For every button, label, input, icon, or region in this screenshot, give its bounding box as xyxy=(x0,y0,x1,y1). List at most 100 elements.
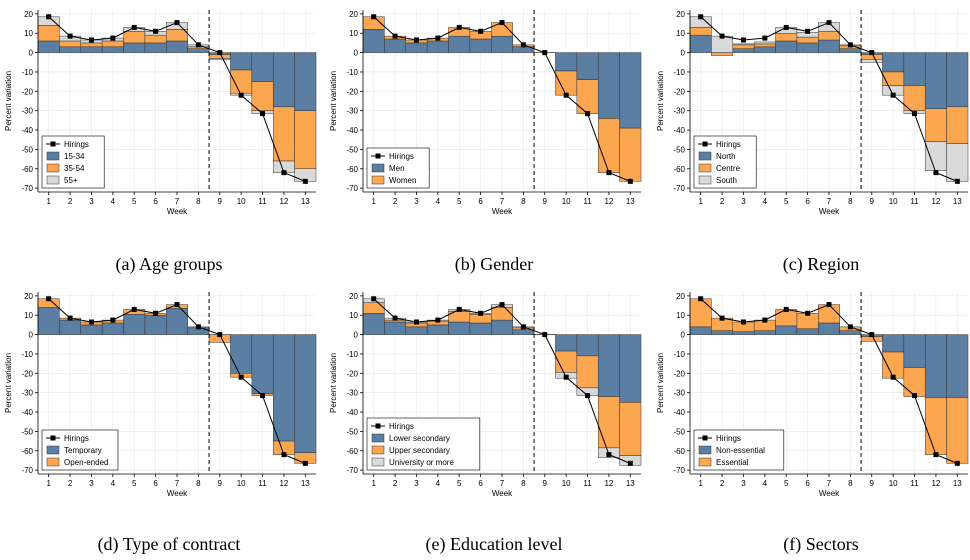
bar-15-34-week-11 xyxy=(251,52,274,82)
legend-label: Hirings xyxy=(389,152,414,161)
bar-lower-secondary-week-3 xyxy=(405,326,428,335)
bar-essential-week-11 xyxy=(903,367,926,397)
hirings-point-week-11 xyxy=(585,393,591,399)
bar-north-week-5 xyxy=(775,40,798,53)
bar-men-week-4 xyxy=(426,40,449,53)
y-tick-label: 10 xyxy=(349,29,358,38)
bar-men-week-13 xyxy=(619,52,642,129)
hirings-point-week-5 xyxy=(456,306,462,312)
hirings-point-week-6 xyxy=(153,310,159,316)
hirings-point-week-2 xyxy=(392,315,398,321)
bar-centre-week-12 xyxy=(924,108,947,142)
bar-men-week-5 xyxy=(448,35,471,53)
y-tick-label: 10 xyxy=(676,311,685,320)
hirings-point-week-13 xyxy=(627,460,633,466)
hirings-point-week-8 xyxy=(195,42,201,48)
x-tick-label: 4 xyxy=(763,197,768,206)
hirings-point-week-9 xyxy=(869,332,875,338)
hirings-point-week-7 xyxy=(826,302,832,308)
y-tick-label: -10 xyxy=(673,68,685,77)
x-tick-label: 1 xyxy=(371,479,376,488)
hirings-point-week-7 xyxy=(499,302,505,308)
hirings-point-week-1 xyxy=(371,14,377,20)
x-tick-label: 7 xyxy=(500,479,505,488)
bar-upper-secondary-week-7 xyxy=(491,307,513,321)
y-tick-label: -20 xyxy=(346,369,358,378)
y-tick-label: 0 xyxy=(681,49,686,58)
hirings-point-week-2 xyxy=(67,315,73,321)
hirings-point-week-2 xyxy=(719,33,725,39)
bar-15-34-week-12 xyxy=(272,52,295,108)
bar-essential-week-9 xyxy=(860,336,883,342)
x-axis-label: Week xyxy=(819,207,840,216)
y-axis-label: Percent variation xyxy=(656,353,665,413)
legend-marker xyxy=(375,423,381,429)
hirings-point-week-11 xyxy=(260,111,266,117)
y-tick-label: 10 xyxy=(24,29,33,38)
x-tick-label: 12 xyxy=(279,479,288,488)
x-tick-label: 8 xyxy=(521,479,526,488)
hirings-point-week-4 xyxy=(435,317,441,323)
y-tick-label: -10 xyxy=(673,350,685,359)
legend-swatch xyxy=(698,457,712,467)
x-tick-label: 4 xyxy=(436,197,441,206)
bar-men-week-10 xyxy=(555,52,578,72)
bar-essential-week-1 xyxy=(689,298,712,328)
legend-swatch xyxy=(46,445,60,455)
hirings-point-week-11 xyxy=(912,111,918,117)
bar-women-week-10 xyxy=(555,70,578,96)
x-tick-label: 3 xyxy=(89,479,94,488)
bar-centre-week-13 xyxy=(946,106,969,144)
x-tick-label: 9 xyxy=(543,197,548,206)
hirings-point-week-8 xyxy=(847,42,853,48)
x-tick-label: 13 xyxy=(301,479,310,488)
legend-label: Temporary xyxy=(64,446,102,455)
hirings-point-week-1 xyxy=(46,14,52,20)
bar-essential-week-12 xyxy=(924,397,947,455)
x-tick-label: 10 xyxy=(562,197,571,206)
x-tick-label: 1 xyxy=(46,479,51,488)
hirings-point-week-2 xyxy=(719,315,725,321)
x-tick-label: 2 xyxy=(720,479,725,488)
hirings-point-week-3 xyxy=(88,37,94,43)
bar-women-week-12 xyxy=(597,118,620,173)
bar-north-week-8 xyxy=(839,48,862,53)
bar-temporary-week-1 xyxy=(37,307,60,335)
x-tick-label: 4 xyxy=(763,479,768,488)
bar-35-54-week-2 xyxy=(59,40,82,48)
y-tick-label: -10 xyxy=(21,350,33,359)
legend-label: Centre xyxy=(716,164,741,173)
y-tick-label: 0 xyxy=(29,331,34,340)
x-tick-label: 3 xyxy=(741,197,746,206)
bar-centre-week-3 xyxy=(732,44,755,49)
y-tick-label: -10 xyxy=(21,68,33,77)
legend: Hirings Lower secondary Upper secondary Uni… xyxy=(366,417,481,471)
hirings-point-week-5 xyxy=(456,24,462,30)
bar-15-34-week-1 xyxy=(37,40,60,53)
hirings-point-week-9 xyxy=(542,50,548,56)
bar-temporary-week-10 xyxy=(230,334,253,374)
legend-label: Hirings xyxy=(64,434,89,443)
legend-label: Non-essential xyxy=(716,446,765,455)
legend-label: North xyxy=(716,152,736,161)
x-tick-label: 2 xyxy=(393,479,398,488)
x-tick-label: 1 xyxy=(698,197,703,206)
hirings-point-week-5 xyxy=(131,24,137,30)
y-tick-label: 0 xyxy=(354,331,359,340)
y-tick-label: -70 xyxy=(673,184,685,193)
x-tick-label: 5 xyxy=(132,197,137,206)
bar-15-34-week-4 xyxy=(101,46,124,53)
hirings-point-week-10 xyxy=(563,374,569,380)
y-tick-label: 20 xyxy=(349,292,358,301)
bar-non-essential-week-8 xyxy=(839,330,862,335)
x-tick-label: 9 xyxy=(870,479,875,488)
x-tick-label: 12 xyxy=(279,197,288,206)
bar-non-essential-week-5 xyxy=(775,325,798,335)
hirings-point-week-4 xyxy=(435,35,441,41)
legend-swatch xyxy=(46,163,60,173)
hirings-point-week-11 xyxy=(260,393,266,399)
x-tick-label: 4 xyxy=(436,479,441,488)
legend-label: Hirings xyxy=(716,434,741,443)
bar-centre-week-9 xyxy=(860,54,883,60)
